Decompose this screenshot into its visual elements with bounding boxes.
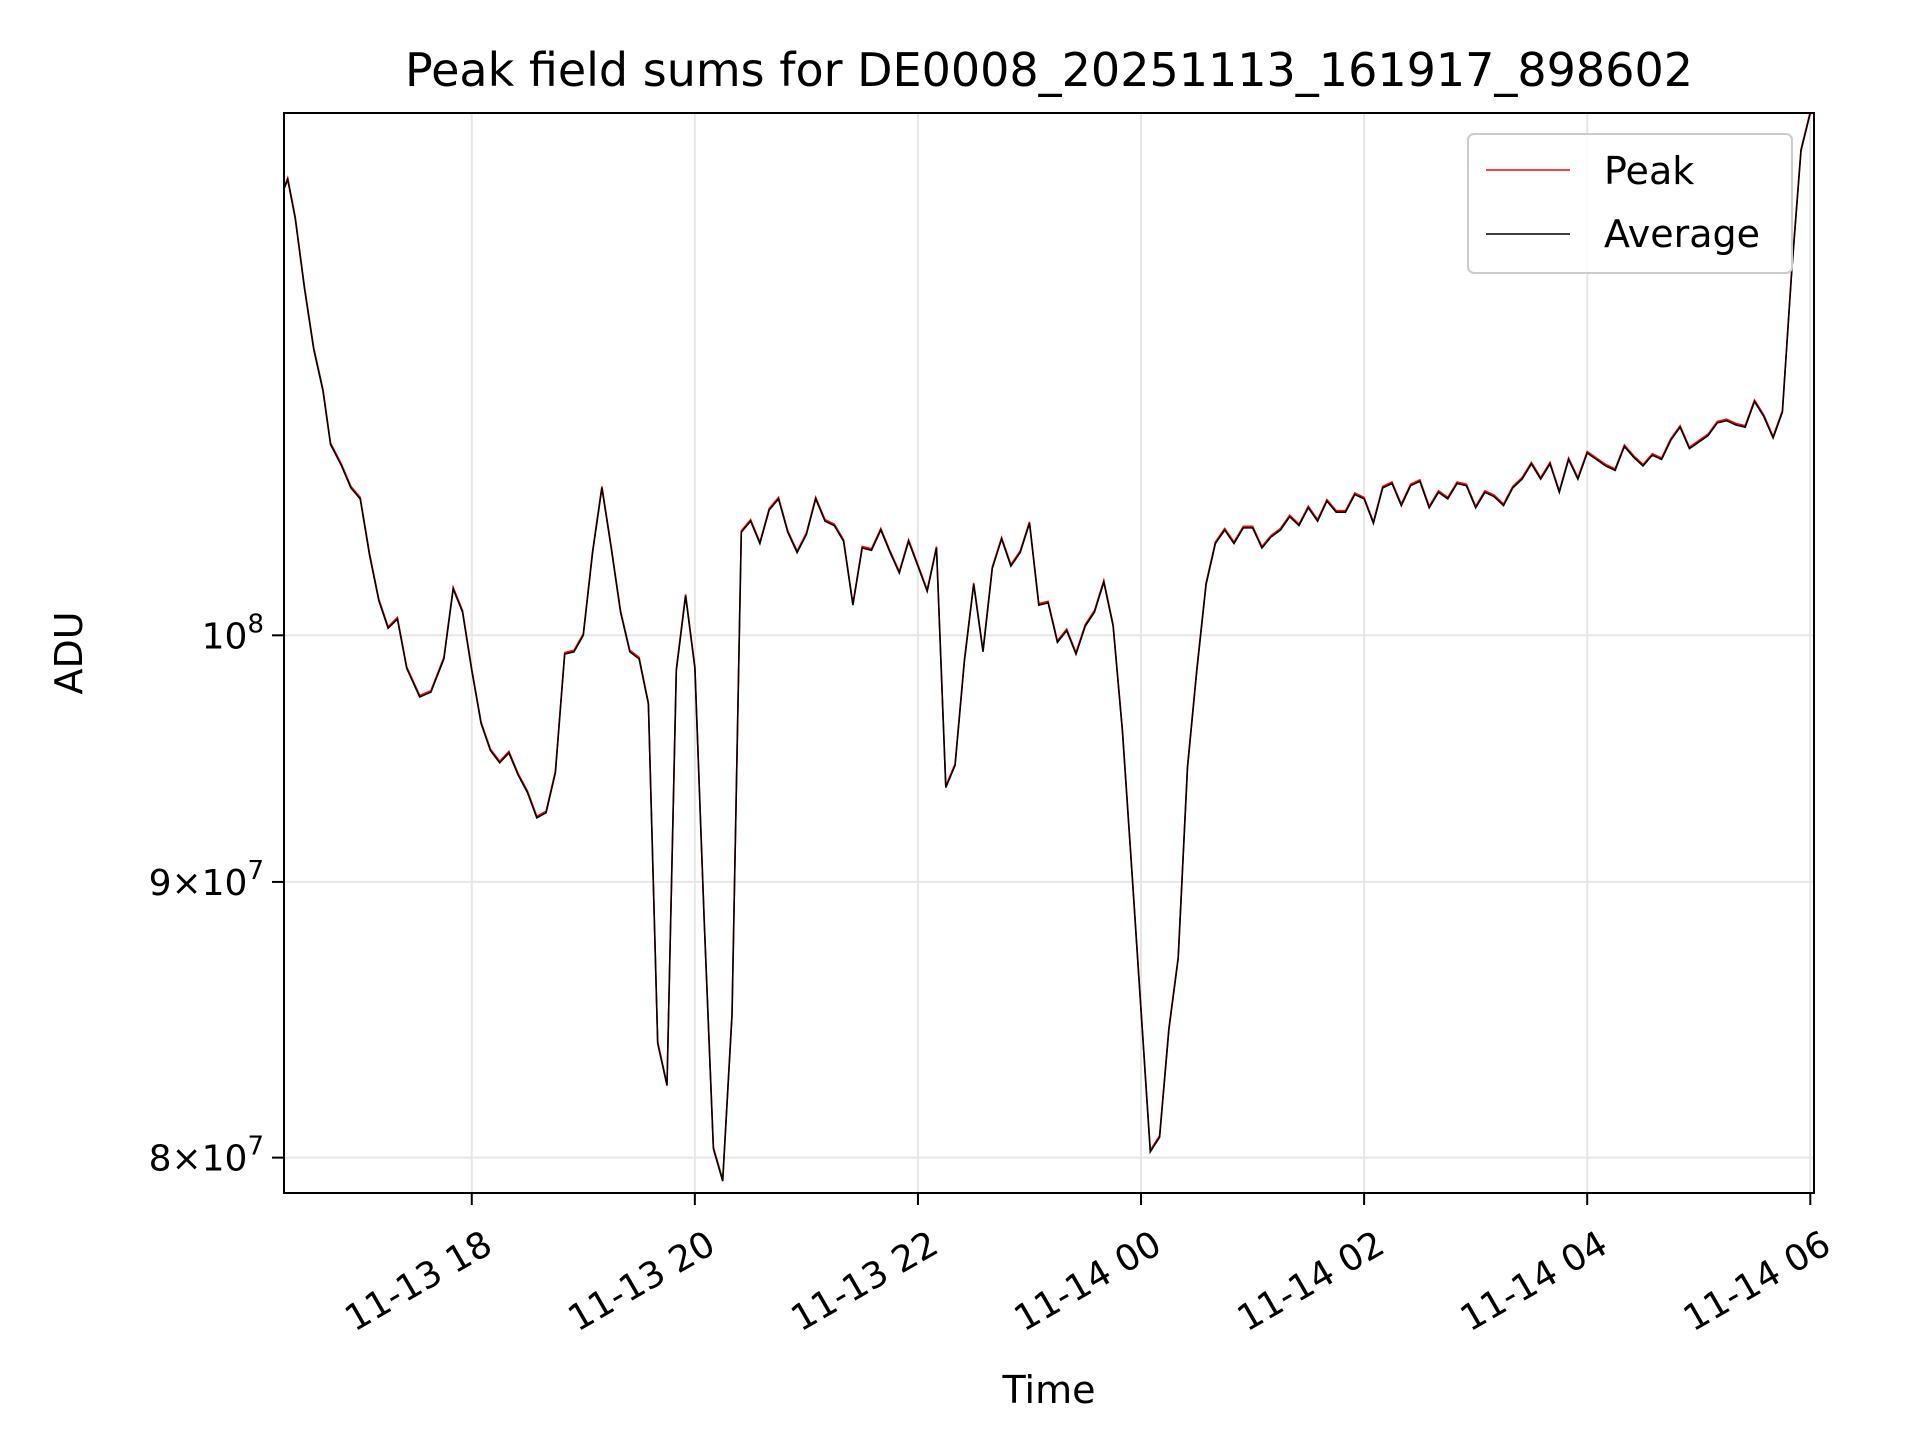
chart-title: Peak field sums for DE0008_20251113_1619… — [405, 43, 1693, 97]
series-line-average — [284, 113, 1812, 1182]
legend: Peak Average — [1467, 133, 1793, 274]
y-axis-label: ADU — [47, 611, 91, 694]
y-tick-label: 8×107 — [149, 1132, 264, 1180]
plot-frame — [283, 112, 1815, 1194]
legend-label-average: Average — [1604, 212, 1760, 256]
x-axis-label: Time — [1002, 1368, 1096, 1412]
y-tick-label: 108 — [202, 609, 264, 657]
y-tick-label: 9×107 — [149, 856, 264, 904]
legend-label-peak: Peak — [1604, 149, 1694, 193]
grid — [284, 113, 1814, 1193]
series-layer — [284, 113, 1812, 1182]
y-axis: 8×107 9×107 108 — [149, 609, 284, 1180]
legend-box — [1467, 133, 1793, 274]
